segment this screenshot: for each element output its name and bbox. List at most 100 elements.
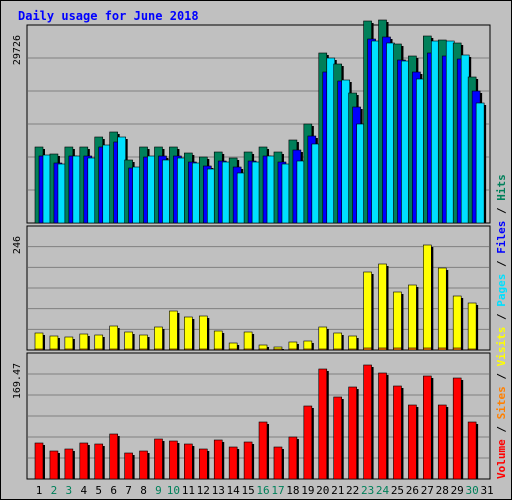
- bar-sites-day-28: [437, 347, 447, 351]
- bar-visits-day-9: [154, 326, 163, 351]
- bar-volume-day-16: [258, 421, 268, 480]
- legend-files: Files: [495, 221, 508, 254]
- bar-volume-day-13: [213, 439, 223, 480]
- bar-sites-day-23: [363, 347, 372, 351]
- bar-sites-day-30: [467, 348, 477, 351]
- bar-visits-day-13: [213, 330, 223, 351]
- bar-volume-day-28: [437, 404, 447, 480]
- bar-visits-day-15: [243, 331, 253, 351]
- bar-sites-day-10: [169, 348, 178, 351]
- bar-volume-day-8: [139, 450, 148, 480]
- bar-sites-day-20: [318, 348, 328, 351]
- bar-sites-day-8: [139, 348, 148, 351]
- bar-visits-day-25: [393, 291, 402, 351]
- bar-volume-day-15: [243, 441, 253, 480]
- x-tick-label-day-12: 12: [197, 484, 210, 497]
- bar-volume-day-12: [198, 448, 208, 480]
- bar-sites-day-14: [228, 348, 238, 351]
- bar-sites-day-7: [124, 348, 133, 351]
- legend-visits: Visits: [495, 327, 508, 367]
- bar-sites-day-25: [393, 347, 402, 351]
- bar-visits-day-8: [139, 334, 148, 351]
- legend-pages: Pages: [495, 274, 508, 307]
- bar-sites-day-11: [184, 348, 193, 351]
- x-tick-label-day-22: 22: [346, 484, 359, 497]
- bar-volume-day-21: [333, 396, 343, 480]
- bar-sites-day-6: [109, 348, 118, 351]
- bar-volume-day-23: [363, 364, 372, 480]
- bar-sites-day-18: [288, 348, 298, 351]
- bar-visits-day-28: [437, 267, 447, 351]
- right-legend: Volume / Sites / Visits / Pages / Files …: [495, 174, 508, 479]
- bar-visits-day-4: [79, 333, 89, 351]
- bar-sites-day-5: [94, 348, 104, 351]
- x-tick-label-day-10: 10: [167, 484, 180, 497]
- bar-sites-day-1: [34, 348, 44, 351]
- bar-sites-day-17: [273, 348, 283, 351]
- x-tick-label-day-4: 4: [80, 484, 87, 497]
- bar-volume-day-10: [169, 440, 178, 480]
- bar-volume-day-14: [228, 446, 238, 480]
- bar-volume-day-20: [318, 368, 328, 480]
- bar-volume-day-22: [348, 386, 357, 480]
- bar-sites-day-24: [378, 347, 387, 351]
- bar-visits-day-24: [378, 263, 387, 351]
- legend-separator: /: [495, 201, 508, 221]
- x-tick-label-day-14: 14: [227, 484, 241, 497]
- bar-volume-day-3: [64, 448, 74, 480]
- bar-volume-day-24: [378, 372, 387, 480]
- bar-volume-day-19: [303, 405, 313, 480]
- x-tick-label-day-20: 20: [316, 484, 329, 497]
- x-tick-label-day-16: 16: [256, 484, 269, 497]
- bar-sites-day-9: [154, 348, 163, 351]
- bar-volume-day-4: [79, 442, 89, 480]
- bar-visits-day-23: [363, 271, 372, 351]
- bar-visits-day-30: [467, 302, 477, 351]
- bar-visits-day-27: [423, 244, 432, 351]
- bar-visits-day-20: [318, 326, 328, 351]
- bar-volume-day-17: [273, 446, 283, 480]
- x-tick-label-day-26: 26: [406, 484, 419, 497]
- bar-sites-day-3: [64, 348, 74, 351]
- panel-top-ymax-label: 29726: [12, 35, 23, 65]
- x-tick-label-day-8: 8: [140, 484, 147, 497]
- x-tick-label-day-1: 1: [36, 484, 43, 497]
- legend-separator: /: [495, 307, 508, 327]
- bar-visits-day-11: [184, 316, 193, 351]
- bar-sites-day-26: [408, 347, 417, 351]
- legend-volume: Volume: [495, 439, 508, 479]
- x-tick-label-day-25: 25: [391, 484, 404, 497]
- x-tick-label-day-28: 28: [436, 484, 449, 497]
- bar-volume-day-7: [124, 452, 133, 480]
- bar-visits-day-3: [64, 336, 74, 351]
- panel-bottom-ymax-label: 169.47: [12, 363, 23, 399]
- bar-visits-day-1: [34, 332, 44, 351]
- x-tick-label-day-15: 15: [241, 484, 254, 497]
- bar-visits-day-22: [348, 335, 357, 351]
- x-tick-label-day-13: 13: [212, 484, 225, 497]
- bar-sites-day-27: [423, 347, 432, 351]
- bar-volume-day-1: [34, 442, 44, 480]
- bar-visits-day-19: [303, 340, 313, 351]
- x-tick-label-day-11: 11: [182, 484, 195, 497]
- bar-sites-day-19: [303, 348, 313, 351]
- bar-volume-day-26: [408, 404, 417, 480]
- x-tick-label-day-18: 18: [286, 484, 299, 497]
- bar-volume-day-9: [154, 438, 163, 480]
- bar-volume-day-6: [109, 433, 118, 480]
- x-tick-label-day-17: 17: [271, 484, 284, 497]
- bar-volume-day-18: [288, 436, 298, 480]
- bar-sites-day-29: [452, 347, 462, 351]
- x-tick-label-day-9: 9: [155, 484, 162, 497]
- bar-sites-day-13: [213, 348, 223, 351]
- x-tick-label-day-27: 27: [421, 484, 434, 497]
- legend-hits: Hits: [495, 174, 508, 201]
- bar-visits-day-26: [408, 284, 417, 351]
- bar-visits-day-6: [109, 325, 118, 351]
- x-tick-label-day-2: 2: [51, 484, 58, 497]
- bar-sites-day-21: [333, 348, 343, 351]
- bar-volume-day-5: [94, 443, 104, 480]
- bar-sites-day-4: [79, 348, 89, 351]
- legend-separator: /: [495, 254, 508, 274]
